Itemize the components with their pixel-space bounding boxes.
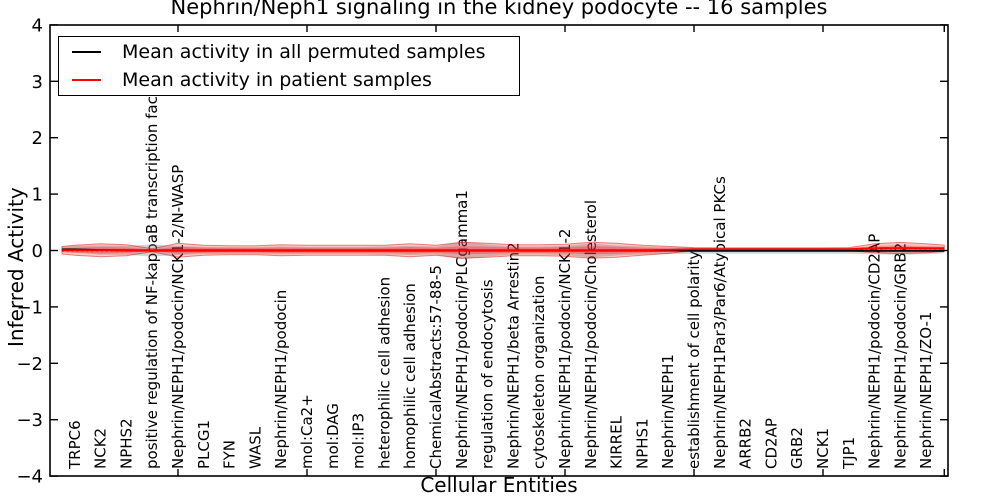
x-category-label: Nephrin/NEPH1/podocin/GRB2 <box>891 243 909 469</box>
x-category-label: regulation of endocytosis <box>479 279 497 469</box>
x-category-label: TJP1 <box>840 437 858 470</box>
x-category-label: Nephrin/NEPH1/ZO-1 <box>917 312 935 469</box>
x-category-label: NCK1 <box>814 428 832 469</box>
x-category-label: Nephrin/NEPH1 <box>659 354 677 469</box>
x-category-label: ChemicalAbstracts:57-88-5 <box>427 265 445 469</box>
x-category-label: NPHS1 <box>633 418 651 469</box>
legend: Mean activity in all permuted samples Me… <box>58 36 520 96</box>
y-tick-label: −4 <box>16 467 43 488</box>
x-category-label: FYN <box>221 440 239 469</box>
x-category-label: cytoskeleton organization <box>530 276 548 469</box>
x-category-label: mol:DAG <box>324 403 342 469</box>
x-category-label: Nephrin/NEPH1/podocin/NCK1-2 <box>556 229 574 469</box>
axes-frame <box>49 24 949 477</box>
x-category-label: NPHS2 <box>117 418 135 469</box>
y-tick-label: −2 <box>16 354 43 375</box>
legend-item-permuted: Mean activity in all permuted samples <box>59 38 519 66</box>
x-category-label: Nephrin/NEPH1/beta Arrestin2 <box>504 242 522 469</box>
y-tick-label: −3 <box>16 410 43 431</box>
legend-line-sample-permuted <box>72 51 101 53</box>
x-category-label: positive regulation of NF-kappaB transcr… <box>143 61 161 469</box>
x-category-label: CD2AP <box>762 418 780 469</box>
chart-title: Nephrin/Neph1 signaling in the kidney po… <box>170 0 828 19</box>
x-category-label: establishment of cell polarity <box>685 251 703 469</box>
x-category-label: WASL <box>246 426 264 469</box>
legend-line-sample-patient <box>72 79 101 81</box>
patient-mean-line <box>61 247 945 252</box>
y-tick-label: 1 <box>32 185 43 206</box>
x-category-label: ARRB2 <box>737 418 755 469</box>
x-category-label: TRPC6 <box>66 420 84 470</box>
x-axis-label: Cellular Entities <box>420 473 578 497</box>
x-category-label: GRB2 <box>788 427 806 469</box>
x-category-label: Nephrin/NEPH1/podocin/CD2AP <box>866 234 884 469</box>
x-category-label: Nephrin/NEPH1/podocin <box>272 290 290 469</box>
y-tick-label: −1 <box>16 297 43 318</box>
y-tick-label: 0 <box>32 241 43 262</box>
legend-label-patient: Mean activity in patient samples <box>122 69 432 91</box>
x-category-label: Nephrin/NEPH1/podocin/PLCgamma1 <box>453 190 471 469</box>
y-axis-label: Inferred Activity <box>4 187 28 347</box>
x-category-label: KIRREL <box>608 415 626 469</box>
x-category-label: homophilic cell adhesion <box>401 283 419 469</box>
x-category-label: heterophilic cell adhesion <box>375 277 393 469</box>
x-category-label: Nephrin/NEPH1/podocin/NCK1-2/N-WASP <box>169 165 187 469</box>
legend-item-patient: Mean activity in patient samples <box>59 66 519 94</box>
x-category-label: mol:Ca2+ <box>298 394 316 469</box>
x-category-label: mol:IP3 <box>350 413 368 469</box>
y-tick-label: 3 <box>32 72 43 93</box>
y-tick-label: 4 <box>32 15 43 36</box>
y-tick-label: 2 <box>32 128 43 149</box>
x-category-label: Nephrin/NEPH1Par3/Par6/Atypical PKCs <box>711 176 729 469</box>
x-category-label: Nephrin/NEPH1/podocin/Cholesterol <box>582 200 600 469</box>
legend-label-permuted: Mean activity in all permuted samples <box>122 41 486 63</box>
x-category-label: PLCG1 <box>195 420 213 469</box>
x-category-label: NCK2 <box>92 428 110 469</box>
